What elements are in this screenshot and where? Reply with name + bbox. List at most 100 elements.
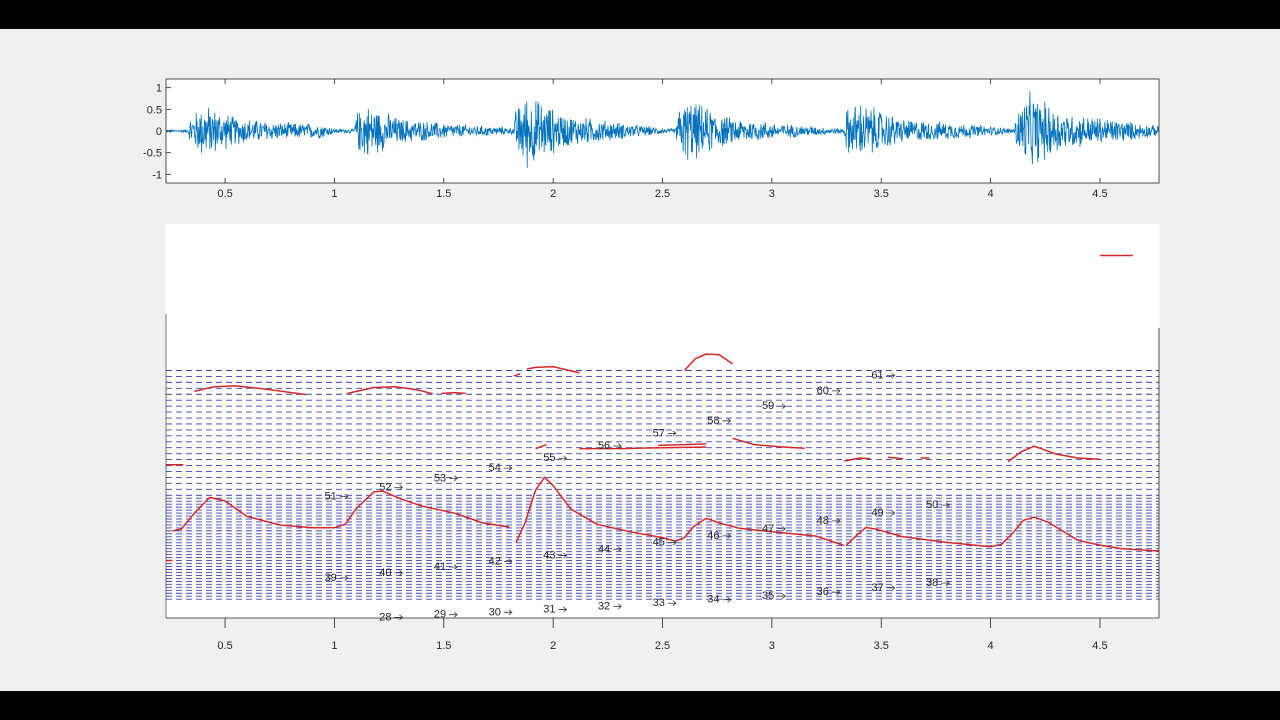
waveform-series	[165, 91, 1160, 168]
pitch-series-line	[513, 372, 521, 377]
note-arrow-icon	[941, 580, 950, 586]
note-arrow-icon	[449, 564, 458, 570]
note-number-label: 36	[817, 586, 829, 598]
note-arrow-icon	[722, 418, 732, 424]
note-arrow-icon	[394, 484, 404, 491]
note-number-label: 45	[653, 537, 665, 549]
note-number-label: 48	[817, 515, 829, 527]
note-arrow-icon	[558, 455, 568, 462]
note-arrow-icon	[503, 465, 513, 471]
note-arrow-icon	[339, 575, 349, 581]
note-arrow-icon	[777, 403, 786, 410]
note-number-label: 58	[707, 415, 719, 427]
note-arrow-icon	[449, 475, 458, 482]
waveform-xtick-label: 2.5	[655, 188, 670, 200]
note-arrow-icon	[503, 609, 513, 616]
note-arrow-icon	[777, 593, 786, 599]
note-arrow-icon	[394, 614, 404, 621]
note-number-label: 56	[598, 440, 610, 452]
note-number-label: 39	[325, 572, 337, 584]
note-arrow-icon	[667, 430, 677, 437]
note-number-label: 57	[653, 427, 665, 439]
waveform-xtick-label: 1	[331, 188, 337, 200]
note-number-label: 35	[762, 590, 774, 602]
note-number-label: 53	[434, 472, 446, 484]
note-number-label: 49	[871, 507, 883, 519]
note-number-label: 41	[434, 561, 446, 573]
note-number-label: 46	[707, 530, 719, 542]
note-number-label: 42	[489, 555, 501, 567]
pitch-xtick-label: 2.5	[655, 640, 670, 652]
figure-canvas: 0.5 1 1.5 2 2.5 3 3.5 4 4.510.50-0.5-1 28 29 30 31 3…	[143, 78, 1160, 652]
pitch-series-line	[658, 443, 707, 447]
note-number-label: 43	[543, 550, 555, 562]
waveform-ytick-label: -1	[152, 169, 162, 181]
note-number-label: 54	[489, 462, 501, 474]
waveform-ytick-label: 0	[156, 126, 162, 138]
waveform-xtick-label: 2	[550, 188, 556, 200]
pitch-series-line	[579, 446, 707, 450]
pitch-xtick-label: 2	[550, 640, 556, 652]
note-number-label: 59	[762, 400, 774, 412]
note-number-label: 37	[871, 582, 883, 594]
note-arrow-icon	[394, 570, 404, 576]
note-arrow-icon	[831, 518, 841, 524]
pitch-xtick-label: 0.5	[217, 640, 232, 652]
pitch-series-line	[526, 365, 580, 374]
pitch-series-line	[515, 476, 845, 547]
waveform-xtick-label: 0.5	[217, 188, 232, 200]
note-number-label: 55	[543, 452, 555, 464]
figure-window: 0.5 1 1.5 2 2.5 3 3.5 4 4.5 1 0.5 0 -0.5 -1 28 29 30 31 3…	[0, 29, 1280, 691]
note-arrow-icon	[667, 539, 677, 546]
note-number-label: 29	[434, 609, 446, 621]
pitch-xtick-label: 1.5	[436, 640, 451, 652]
pitch-series-line	[1007, 445, 1100, 463]
note-number-label: 60	[817, 385, 829, 397]
note-arrow-icon	[886, 372, 896, 379]
note-number-label: 34	[707, 594, 719, 606]
note-arrow-icon	[503, 558, 513, 565]
pitch-xtick-label: 4.5	[1092, 640, 1107, 652]
note-number-label: 33	[653, 597, 665, 609]
waveform-ytick-label: 1	[156, 83, 162, 95]
waveform-xtick-label: 1.5	[436, 188, 451, 200]
note-number-label: 30	[489, 606, 501, 618]
note-arrow-icon	[613, 603, 622, 610]
note-arrow-icon	[558, 552, 568, 559]
waveform-axes: 0.5 1 1.5 2 2.5 3 3.5 4 4.5 1 0.5 0 -0.5 -1	[143, 78, 1160, 200]
pitch-series-line	[887, 456, 904, 460]
note-arrow-icon	[722, 596, 732, 603]
note-arrow-icon	[667, 600, 677, 607]
pitch-xtick-label: 3	[769, 640, 775, 652]
note-number-label: 28	[379, 611, 391, 623]
note-arrow-icon	[886, 585, 896, 591]
waveform-xtick-label: 4	[988, 188, 994, 200]
note-number-label: 38	[926, 577, 938, 589]
note-number-label: 40	[379, 567, 391, 579]
note-arrow-icon	[613, 546, 622, 553]
note-number-label: 32	[598, 600, 610, 612]
note-arrow-icon	[831, 589, 841, 596]
note-number-label: 52	[379, 481, 391, 493]
pitch-series-line	[194, 385, 307, 396]
note-arrow-icon	[941, 502, 950, 508]
waveform-xtick-label: 4.5	[1092, 188, 1107, 200]
waveform-xtick-label: 3.5	[874, 188, 889, 200]
note-arrow-icon	[722, 533, 732, 539]
note-arrow-icon	[449, 611, 458, 618]
note-arrow-icon	[886, 510, 896, 516]
note-arrow-icon	[339, 493, 349, 500]
note-number-label: 50	[926, 499, 938, 511]
note-number-label: 47	[762, 523, 774, 535]
pitch-series-line	[172, 490, 510, 532]
note-number-label: 31	[543, 604, 555, 616]
pitch-series-line	[683, 353, 733, 372]
note-arrow-icon	[613, 443, 622, 449]
pitch-xtick-label: 3.5	[874, 640, 889, 652]
waveform-xtick-label: 3	[769, 188, 775, 200]
pitch-plot-area	[166, 224, 1159, 618]
note-number-label: 61	[871, 370, 883, 382]
pitch-series-line	[535, 443, 547, 450]
note-arrow-icon	[831, 388, 841, 394]
pitch-series-line	[732, 437, 805, 449]
